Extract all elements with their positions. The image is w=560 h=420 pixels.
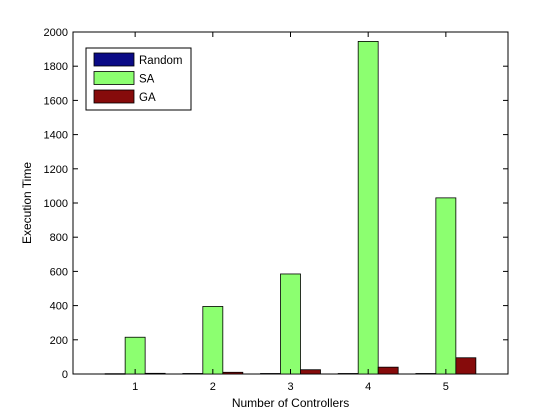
legend-swatch-sa bbox=[93, 71, 135, 85]
y-axis-label: Execution Time bbox=[20, 162, 34, 244]
y-tick-label: 200 bbox=[50, 335, 68, 347]
bar-sa-2 bbox=[202, 306, 224, 375]
legend-label-ga: GA bbox=[139, 92, 156, 104]
y-tick-label: 1000 bbox=[44, 198, 68, 210]
legend-swatch-ga bbox=[93, 89, 135, 104]
bar-sa-1 bbox=[124, 336, 146, 375]
bar-random-2 bbox=[182, 373, 204, 375]
x-tick-label: 4 bbox=[365, 381, 371, 393]
y-tick-label: 600 bbox=[50, 266, 68, 278]
bar-ga-5 bbox=[455, 357, 477, 375]
y-tick-label: 1600 bbox=[44, 95, 68, 107]
bar-sa-4 bbox=[357, 41, 379, 375]
bar-random-5 bbox=[415, 373, 437, 375]
x-tick-label: 1 bbox=[132, 381, 138, 393]
legend-label-random: Random bbox=[139, 55, 182, 67]
y-tick-label: 0 bbox=[62, 369, 68, 381]
bar-ga-2 bbox=[222, 371, 244, 375]
y-tick-label: 400 bbox=[50, 301, 68, 313]
bar-random-3 bbox=[260, 373, 281, 375]
bars-group bbox=[104, 41, 477, 375]
y-tick-label: 1800 bbox=[44, 61, 68, 73]
bar-random-1 bbox=[104, 373, 126, 375]
x-tick-label: 5 bbox=[443, 381, 449, 393]
x-tick-label: 3 bbox=[287, 381, 293, 393]
y-tick-label: 2000 bbox=[44, 27, 68, 39]
y-tick-label: 800 bbox=[50, 232, 68, 244]
bar-sa-5 bbox=[435, 197, 457, 375]
bar-random-4 bbox=[337, 373, 359, 375]
legend-label-sa: SA bbox=[139, 74, 155, 86]
bar-ga-1 bbox=[144, 372, 166, 375]
y-tick-label: 1200 bbox=[44, 164, 68, 176]
legend-swatch-random bbox=[93, 52, 135, 67]
x-axis-label: Number of Controllers bbox=[232, 396, 349, 410]
bar-ga-4 bbox=[377, 366, 399, 375]
x-axis-ticks: 1 2 3 4 5 bbox=[132, 32, 449, 393]
y-tick-label: 1400 bbox=[44, 130, 68, 142]
bar-ga-3 bbox=[300, 369, 321, 375]
bar-sa-3 bbox=[280, 273, 301, 375]
y-axis-ticks: 0 200 400 600 800 1000 1200 1400 1600 1800 2000 bbox=[44, 27, 508, 381]
legend[interactable]: Random SA GA bbox=[85, 47, 192, 111]
x-tick-label: 2 bbox=[210, 381, 216, 393]
